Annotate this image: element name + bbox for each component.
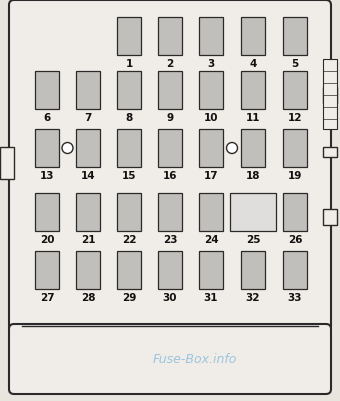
Bar — [158, 18, 182, 56]
Text: 21: 21 — [81, 235, 95, 244]
Text: 14: 14 — [81, 170, 95, 180]
Text: 31: 31 — [204, 292, 218, 302]
Text: 17: 17 — [204, 170, 218, 180]
Text: 30: 30 — [163, 292, 177, 302]
Text: 5: 5 — [291, 59, 299, 69]
Text: 15: 15 — [122, 170, 136, 180]
FancyBboxPatch shape — [9, 1, 331, 332]
Text: 33: 33 — [288, 292, 302, 302]
Text: 1: 1 — [125, 59, 133, 69]
Bar — [323, 88, 337, 104]
Text: 26: 26 — [288, 235, 302, 244]
Text: 20: 20 — [40, 235, 54, 244]
Text: 19: 19 — [288, 170, 302, 180]
Bar — [241, 251, 265, 289]
Bar — [323, 209, 337, 225]
Bar — [283, 18, 307, 56]
Text: 28: 28 — [81, 292, 95, 302]
Text: 24: 24 — [204, 235, 218, 244]
Bar — [283, 130, 307, 168]
Bar — [117, 130, 141, 168]
Bar — [76, 72, 100, 110]
Bar — [283, 251, 307, 289]
Text: 13: 13 — [40, 170, 54, 180]
Text: 4: 4 — [249, 59, 257, 69]
Bar — [283, 194, 307, 231]
Text: Fuse-Box.info: Fuse-Box.info — [153, 352, 237, 366]
FancyBboxPatch shape — [9, 324, 331, 394]
Bar — [158, 194, 182, 231]
Text: 9: 9 — [167, 113, 173, 123]
Bar — [35, 130, 59, 168]
Text: 12: 12 — [288, 113, 302, 123]
Text: 23: 23 — [163, 235, 177, 244]
Text: 8: 8 — [125, 113, 133, 123]
Bar — [117, 18, 141, 56]
Text: 11: 11 — [246, 113, 260, 123]
Text: 18: 18 — [246, 170, 260, 180]
Bar — [199, 18, 223, 56]
Circle shape — [226, 143, 238, 154]
Bar — [158, 72, 182, 110]
Text: 16: 16 — [163, 170, 177, 180]
Bar — [158, 251, 182, 289]
Bar — [76, 130, 100, 168]
Bar — [323, 148, 337, 158]
Text: 2: 2 — [166, 59, 174, 69]
Bar — [76, 194, 100, 231]
Text: 29: 29 — [122, 292, 136, 302]
Bar — [76, 251, 100, 289]
Bar — [199, 72, 223, 110]
Bar — [241, 18, 265, 56]
Bar — [0, 148, 14, 180]
Bar — [35, 72, 59, 110]
Bar — [230, 194, 276, 231]
Bar — [241, 130, 265, 168]
Text: 7: 7 — [84, 113, 92, 123]
Bar — [117, 72, 141, 110]
Bar — [35, 251, 59, 289]
Text: 32: 32 — [246, 292, 260, 302]
Bar — [199, 251, 223, 289]
Circle shape — [62, 143, 73, 154]
Text: 3: 3 — [207, 59, 215, 69]
Bar — [117, 194, 141, 231]
Text: 25: 25 — [246, 235, 260, 244]
Text: 6: 6 — [44, 113, 51, 123]
Bar — [35, 194, 59, 231]
Text: 22: 22 — [122, 235, 136, 244]
Bar — [199, 194, 223, 231]
Bar — [283, 72, 307, 110]
Text: 27: 27 — [40, 292, 54, 302]
Bar — [241, 72, 265, 110]
Text: 10: 10 — [204, 113, 218, 123]
Bar — [117, 251, 141, 289]
Bar — [323, 60, 337, 130]
Bar — [199, 130, 223, 168]
Bar — [158, 130, 182, 168]
